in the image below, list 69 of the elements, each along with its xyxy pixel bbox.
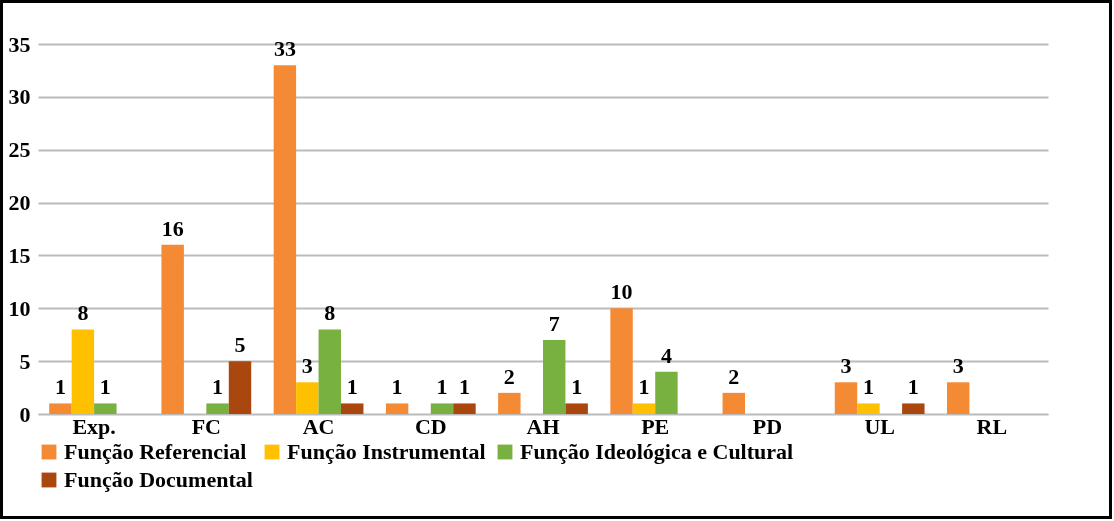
- bar: [228, 361, 252, 414]
- x-tick-label: FC: [191, 413, 221, 439]
- y-tick-label: 20: [8, 190, 31, 216]
- data-label: 1: [571, 374, 583, 400]
- bar: [947, 382, 970, 414]
- data-label: 1: [212, 374, 224, 400]
- bar: [273, 65, 297, 414]
- bar: [318, 329, 341, 414]
- data-label: 3: [840, 353, 852, 379]
- data-label: 1: [638, 374, 650, 400]
- x-tick-label: AH: [526, 413, 560, 439]
- data-label: 7: [548, 311, 560, 336]
- data-label: 1: [436, 374, 448, 400]
- legend-label: Função Documental: [64, 467, 253, 492]
- bar: [341, 403, 364, 414]
- y-tick-label: 25: [8, 137, 31, 163]
- bar: [632, 403, 656, 414]
- bar: [161, 244, 184, 414]
- data-label: 1: [346, 374, 358, 400]
- data-label: 3: [952, 353, 964, 379]
- x-tick-label: UL: [864, 413, 895, 439]
- bar: [834, 382, 858, 414]
- bar: [498, 392, 521, 414]
- bar: [565, 403, 588, 414]
- y-tick-label: 0: [19, 401, 31, 427]
- legend-label: Função Referencial: [64, 439, 247, 464]
- data-label: 1: [54, 374, 66, 400]
- bar: [49, 403, 72, 414]
- y-tick-label: 35: [8, 31, 31, 57]
- x-tick-label: Exp.: [72, 413, 116, 439]
- data-label: 1: [907, 374, 919, 400]
- bar: [206, 403, 229, 414]
- legend-label: Função Ideológica e Cultural: [520, 439, 794, 464]
- x-tick-label: PE: [641, 413, 670, 439]
- data-label: 1: [99, 374, 111, 400]
- data-label: 8: [324, 300, 336, 326]
- bar: [543, 340, 566, 414]
- data-label: 3: [301, 353, 313, 379]
- bar: [453, 403, 476, 414]
- data-label: 2: [503, 363, 515, 389]
- x-tick-label: RL: [976, 413, 1008, 439]
- data-label: 4: [660, 342, 672, 368]
- bar: [722, 392, 745, 414]
- data-label: 8: [77, 300, 89, 326]
- bar: [610, 308, 633, 414]
- y-tick-label: 5: [19, 348, 31, 374]
- data-label: 1: [862, 374, 874, 400]
- data-label: 33: [273, 36, 296, 62]
- data-label: 16: [161, 215, 184, 241]
- y-tick-label: 15: [8, 242, 31, 268]
- data-label: 2: [728, 363, 740, 389]
- bar: [71, 329, 95, 414]
- bar: [296, 382, 319, 414]
- bar: [430, 403, 454, 414]
- y-tick-label: 10: [8, 295, 31, 321]
- legend-label: Função Instrumental: [287, 439, 486, 464]
- data-label: 5: [234, 332, 246, 358]
- data-label: 1: [458, 374, 470, 400]
- data-label: 10: [610, 279, 633, 305]
- bar: [902, 403, 925, 414]
- bar: [655, 371, 678, 414]
- x-tick-label: PD: [752, 413, 783, 439]
- x-tick-label: CD: [414, 413, 447, 439]
- x-tick-label: AC: [302, 413, 335, 439]
- data-label: 1: [391, 374, 403, 400]
- bar: [94, 403, 117, 414]
- bar: [385, 403, 409, 414]
- y-tick-label: 30: [8, 84, 31, 110]
- bar: [857, 403, 880, 414]
